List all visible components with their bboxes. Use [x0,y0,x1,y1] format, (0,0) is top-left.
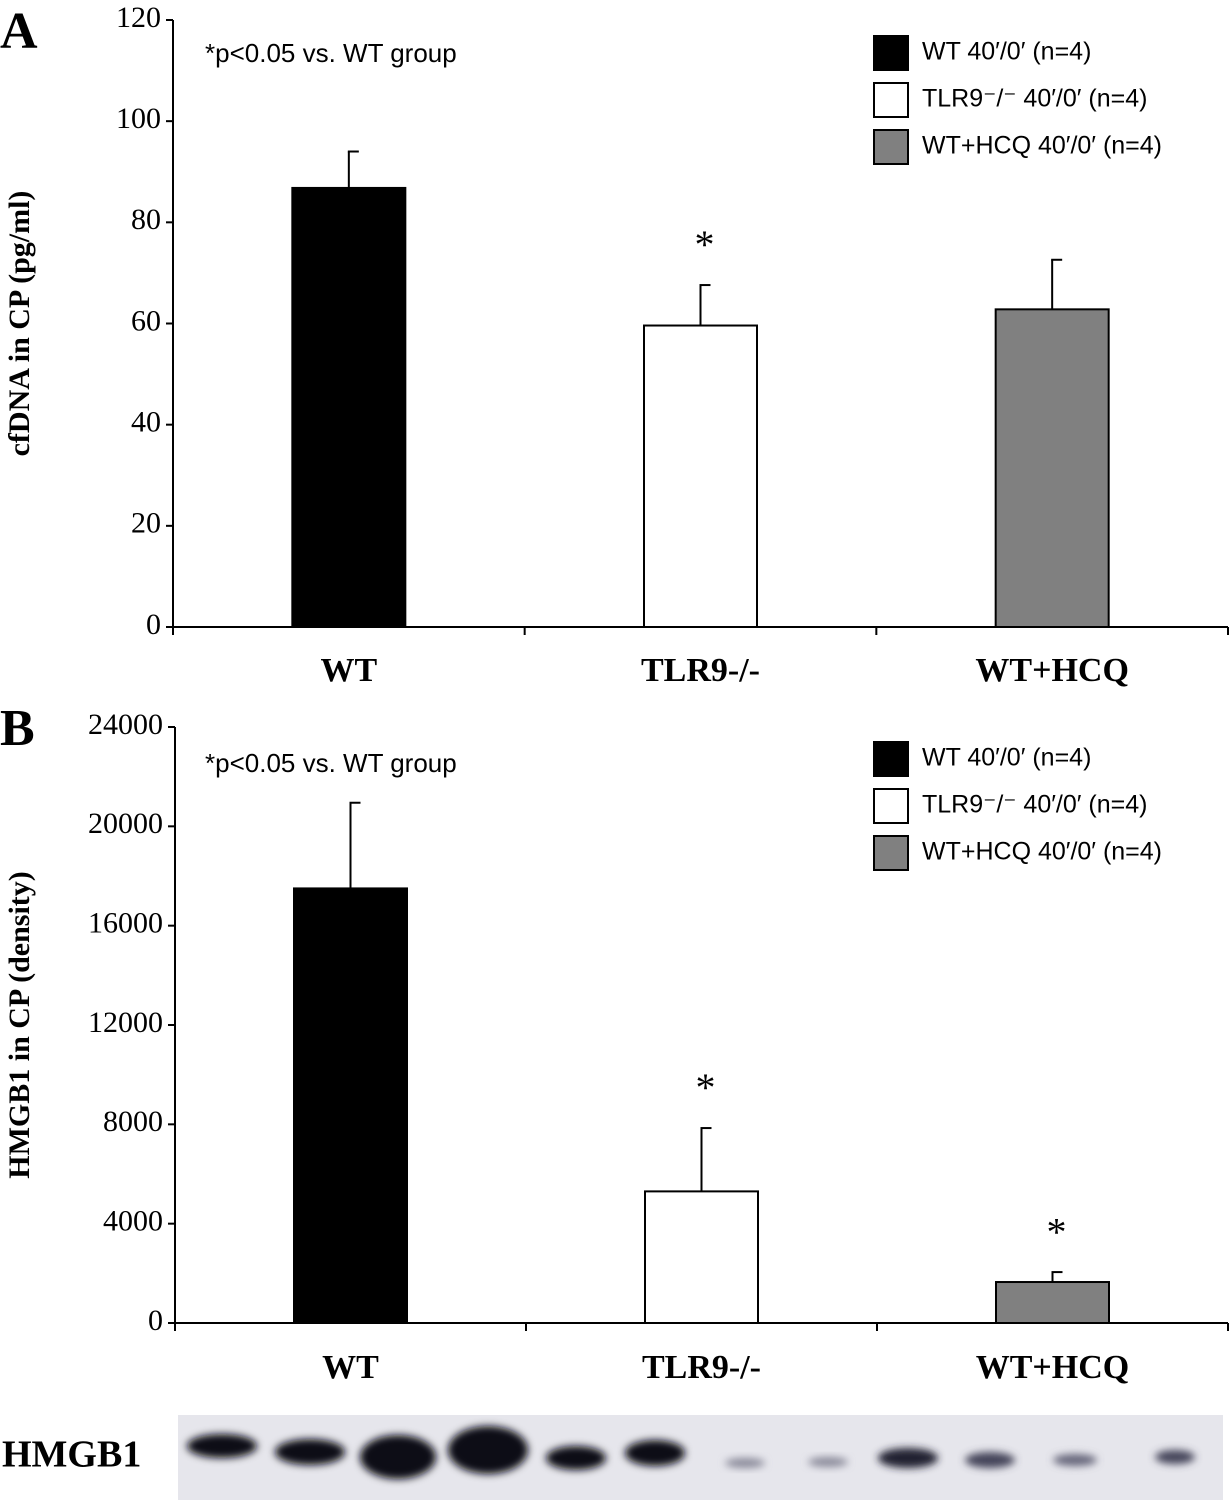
bar [994,308,1110,628]
y-axis-title: HMGB1 in CP (density) [3,871,36,1179]
y-tick-label: 0 [146,608,161,641]
annotation: *p<0.05 vs. WT group [205,748,457,778]
blot-band [187,1434,257,1458]
y-tick-label: 24000 [88,708,163,741]
bar [293,887,408,1325]
y-tick-label: 0 [148,1304,163,1337]
y-tick-label: 12000 [88,1006,163,1039]
y-tick-label: 100 [116,102,161,135]
y-tick-label: 16000 [88,907,163,940]
bar [644,1190,759,1324]
legend-label: TLR9⁻/⁻ 40′/0′ (n=4) [922,791,1147,819]
legend-swatch [873,788,909,824]
legend-label: WT+HCQ 40′/0′ (n=4) [922,132,1162,160]
blot-band [275,1439,345,1465]
blot-band [725,1458,765,1468]
bar [995,1281,1110,1325]
bar [291,186,407,628]
y-tick-label: 40 [131,406,161,439]
blot-band [448,1426,528,1474]
x-tick-label: WT [322,1349,379,1386]
blot-band [808,1457,848,1467]
y-tick-label: 60 [131,304,161,337]
significance-mark: * [1047,1209,1067,1254]
legend-swatch [873,835,909,871]
legend-swatch [873,741,909,777]
x-tick-label: TLR9-/- [641,652,760,689]
legend-label: TLR9⁻/⁻ 40′/0′ (n=4) [922,85,1147,113]
legend-label: WT+HCQ 40′/0′ (n=4) [922,838,1162,866]
blot-band [360,1435,436,1479]
blot-band [625,1440,685,1466]
y-tick-label: 20 [131,507,161,540]
legend-swatch [873,129,909,165]
x-tick-label: WT+HCQ [976,1349,1130,1386]
blot-band [878,1448,938,1468]
x-tick-label: WT [320,652,377,689]
y-tick-label: 20000 [88,807,163,840]
chart-panel: B HMGB1 in CP (density) *p<0.05 vs. WT gro… [0,700,1229,1386]
y-tick-label: 4000 [103,1205,163,1238]
blot-label: HMGB1 [2,1434,141,1476]
blot-band [1155,1450,1195,1464]
blot-band [1053,1454,1097,1466]
panel-label: A [0,3,38,60]
legend-label: WT 40′/0′ (n=4) [922,38,1091,66]
panel-label: B [0,700,35,757]
annotation: *p<0.05 vs. WT group [205,38,457,68]
blot-band [546,1446,606,1470]
blot-image [178,1415,1223,1500]
y-tick-label: 120 [116,1,161,34]
x-tick-label: TLR9-/- [642,1349,761,1386]
significance-mark: * [696,1065,716,1110]
blot-band [965,1452,1015,1468]
bar [643,324,758,628]
y-axis-title: cfDNA in CP (pg/ml) [3,191,36,457]
legend-label: WT 40′/0′ (n=4) [922,744,1091,772]
x-tick-label: WT+HCQ [975,652,1129,689]
legend-swatch [873,82,909,118]
significance-mark: * [695,222,715,267]
blot-background [178,1415,1223,1500]
y-tick-label: 8000 [103,1105,163,1138]
y-tick-label: 80 [131,203,161,236]
legend-swatch [873,35,909,71]
